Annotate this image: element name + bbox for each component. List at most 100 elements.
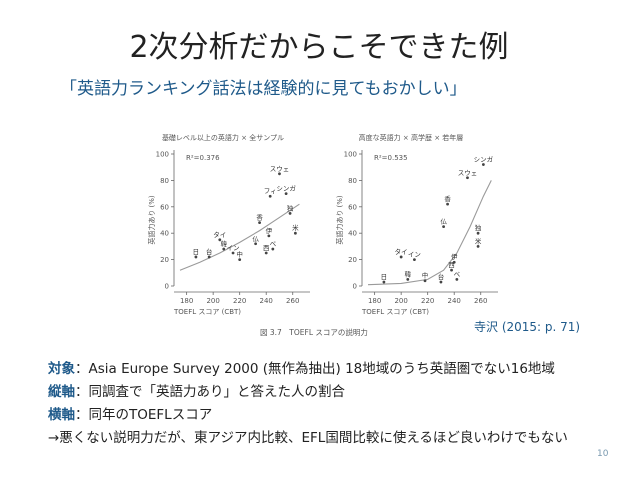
panel1-point-14 bbox=[293, 231, 297, 235]
panel1-point-label-13: 独 bbox=[287, 203, 294, 212]
panel1-point-15 bbox=[271, 247, 275, 251]
panel1-point-label-0: 日 bbox=[193, 248, 200, 256]
panel1-point-label-8: 西 bbox=[263, 244, 270, 252]
panel2-ytick-label-80: 80 bbox=[348, 177, 357, 185]
panel1-point-5 bbox=[238, 258, 242, 261]
panel1-point-label-3: 韓 bbox=[221, 239, 228, 248]
figure-caption: 図 3.7 TOEFL スコアの説明力 bbox=[260, 327, 368, 337]
panel1-point-label-4: イン bbox=[227, 244, 240, 252]
panel2-r2-label: R²=0.535 bbox=[374, 154, 408, 162]
panel2-point-2 bbox=[413, 258, 416, 261]
panel1-point-12 bbox=[284, 192, 288, 195]
panel1-point-1 bbox=[207, 255, 211, 259]
panel1-point-2 bbox=[218, 238, 222, 242]
panel2-point-label-13: 米 bbox=[475, 236, 482, 245]
panel2-xlabel: TOEFL スコア (CBT) bbox=[361, 308, 429, 316]
panel2-ytick-label-60: 60 bbox=[348, 203, 357, 211]
panel2-point-7 bbox=[446, 202, 449, 206]
desc-label-target: 対象 bbox=[48, 361, 75, 377]
panel2-point-3 bbox=[406, 278, 410, 281]
panel2-point-label-3: 韓 bbox=[405, 269, 412, 278]
desc-text-target: ：Asia Europe Survey 2000 (無作為抽出) 18地域のうち… bbox=[75, 361, 555, 377]
panel2-point-10 bbox=[455, 278, 459, 281]
panel2-point-label-9: 伊 bbox=[451, 252, 458, 261]
panel1-point-label-15: ベ bbox=[270, 240, 277, 248]
panel2-point-label-4: 中 bbox=[422, 271, 429, 280]
panel1-point-0 bbox=[194, 255, 198, 259]
panel2-point-label-11: スウェ bbox=[458, 169, 478, 177]
desc-text-conclusion: →悪くない説明力だが、東アジア内比較、EFL国間比較に使えるほど良いわけでもない bbox=[48, 430, 568, 446]
desc-label-yaxis: 縦軸 bbox=[48, 384, 75, 400]
panel1-ytick-label-40: 40 bbox=[160, 230, 169, 238]
desc-text-xaxis: ：同年のTOEFLスコア bbox=[75, 407, 213, 423]
panel1-point-8 bbox=[264, 251, 268, 255]
panel1-point-label-2: タイ bbox=[213, 230, 226, 239]
panel2-point-6 bbox=[442, 225, 445, 228]
panel2-point-13 bbox=[476, 245, 480, 248]
panel2-point-label-0: 日 bbox=[381, 273, 388, 281]
panel2-point-4 bbox=[423, 279, 427, 283]
panel2-ytick-label-0: 0 bbox=[353, 283, 357, 291]
panel1-point-label-11: スウェ bbox=[270, 165, 290, 173]
panel2-ytick-label-100: 100 bbox=[344, 151, 357, 159]
panel2-point-label-7: 香 bbox=[444, 194, 451, 203]
panel1-r2-label: R²=0.376 bbox=[186, 154, 220, 162]
desc-line-xaxis: 横軸：同年のTOEFLスコア bbox=[48, 403, 212, 423]
panel1-fit-curve bbox=[179, 203, 300, 271]
panel2-point-label-12: 独 bbox=[475, 223, 482, 232]
panel1-point-9 bbox=[267, 234, 271, 238]
panel2-xtick-label-200: 200 bbox=[394, 297, 407, 305]
panel2-point-label-2: イン bbox=[408, 251, 421, 259]
panel2-point-0 bbox=[382, 280, 386, 284]
panel1-ytick-label-60: 60 bbox=[160, 203, 169, 211]
panel2-fit-curve bbox=[367, 180, 492, 286]
desc-line-target: 対象：Asia Europe Survey 2000 (無作為抽出) 18地域の… bbox=[48, 357, 555, 377]
panel2-point-5 bbox=[439, 280, 443, 284]
panel1-xtick-label-180: 180 bbox=[180, 297, 193, 305]
panel2-point-1 bbox=[399, 255, 403, 259]
panel2-point-label-6: 仏 bbox=[440, 218, 447, 226]
panel2-xtick-label-180: 180 bbox=[368, 297, 381, 305]
panel1-point-7 bbox=[258, 221, 261, 225]
panel2-point-label-14: シンガ bbox=[474, 155, 494, 164]
panel2-point-12 bbox=[476, 231, 480, 235]
panel1-xlabel: TOEFL スコア (CBT) bbox=[173, 308, 241, 316]
panel2-point-label-8: 西 bbox=[448, 261, 455, 269]
panel2-ytick-label-20: 20 bbox=[348, 256, 357, 264]
panel1-ytick-label-100: 100 bbox=[156, 151, 169, 159]
panel2-point-8 bbox=[450, 268, 453, 272]
panel2-point-label-10: ベ bbox=[454, 270, 461, 278]
slide-title: 2次分析だからこそできた例 bbox=[129, 30, 509, 65]
panel2-point-label-5: 台 bbox=[438, 272, 445, 281]
panel1-point-6 bbox=[254, 242, 257, 246]
panel1-ytick-label-80: 80 bbox=[160, 177, 169, 185]
panel2-xtick-label-220: 220 bbox=[421, 297, 434, 305]
panel1-xtick-label-240: 240 bbox=[260, 297, 273, 305]
panel1-point-label-6: 仏 bbox=[252, 235, 259, 243]
panel1-ylabel: 英語力あり (%) bbox=[147, 195, 156, 245]
panel1-point-4 bbox=[231, 251, 235, 255]
desc-line-conclusion: →悪くない説明力だが、東アジア内比較、EFL国間比較に使えるほど良いわけでもない bbox=[48, 426, 568, 446]
panel1-point-label-12: シンガ bbox=[276, 184, 296, 193]
panel1-point-10 bbox=[268, 194, 272, 198]
panel2-point-9 bbox=[452, 260, 456, 264]
desc-label-xaxis: 横軸 bbox=[48, 407, 75, 423]
panel1-xtick-label-200: 200 bbox=[206, 297, 219, 305]
panel1-point-label-5: 中 bbox=[236, 250, 243, 259]
page-number: 10 bbox=[597, 449, 609, 459]
citation: 寺沢 (2015: p. 71) bbox=[474, 320, 581, 334]
panel2-xtick-label-240: 240 bbox=[448, 297, 461, 305]
panel1-point-label-10: フィ bbox=[264, 187, 277, 195]
desc-text-yaxis: ：同調査で「英語力あり」と答えた人の割合 bbox=[75, 384, 345, 400]
panel1-point-label-9: 伊 bbox=[266, 226, 273, 235]
panel2-title: 高度な英語力 × 高学歴 × 若年層 bbox=[359, 133, 464, 142]
panel1-title: 基礎レベル以上の英語力 × 全サンプル bbox=[162, 133, 284, 142]
panel1-xtick-label-260: 260 bbox=[286, 297, 299, 305]
panel1-ytick-label-0: 0 bbox=[165, 283, 169, 291]
panel2-xtick-label-260: 260 bbox=[474, 297, 487, 305]
panel1-point-label-14: 米 bbox=[292, 223, 299, 232]
panel2-ylabel: 英語力あり (%) bbox=[335, 195, 344, 245]
panel1-point-label-1: 台 bbox=[206, 247, 213, 256]
panel2-point-14 bbox=[481, 163, 485, 166]
panel2-ytick-label-40: 40 bbox=[348, 230, 357, 238]
